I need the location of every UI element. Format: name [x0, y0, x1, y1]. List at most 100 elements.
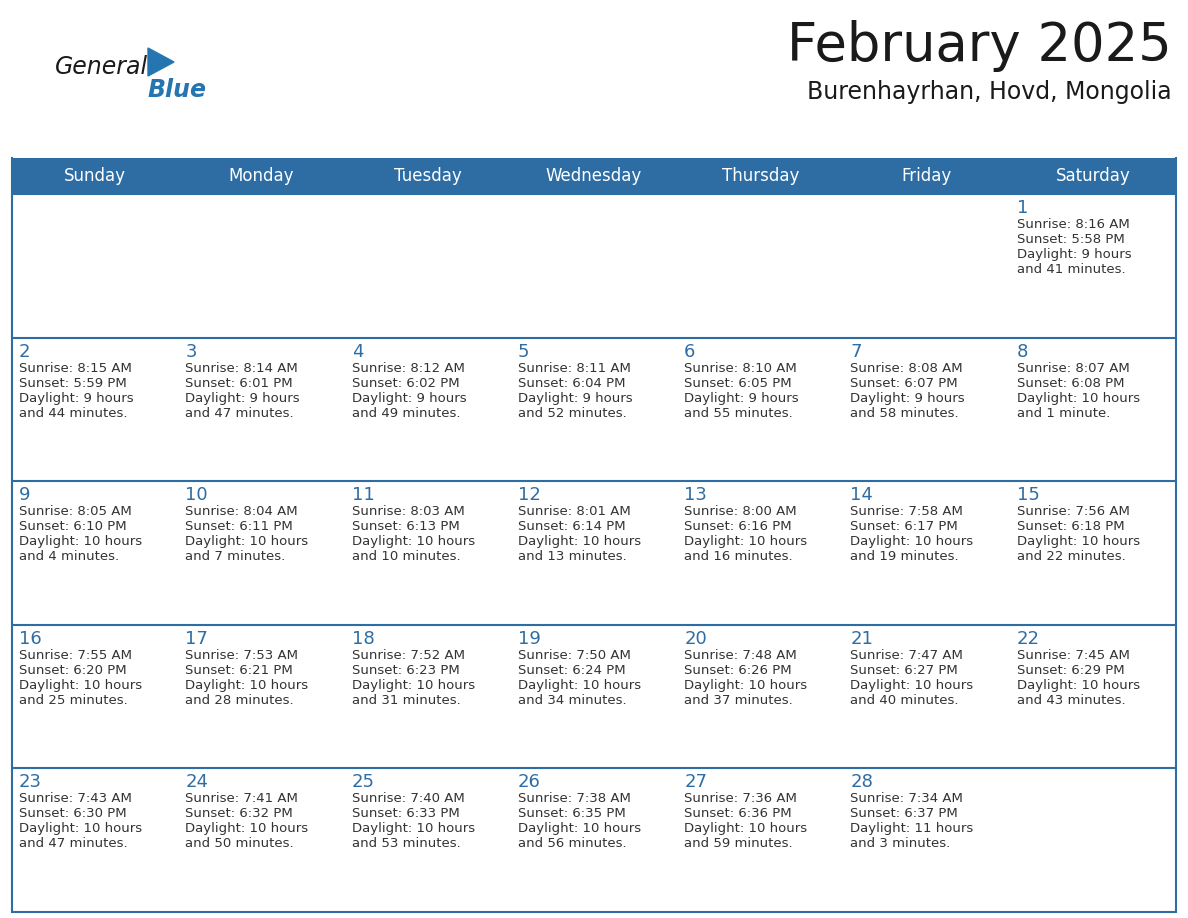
- Bar: [843, 338, 1010, 481]
- Text: 26: 26: [518, 773, 541, 791]
- Bar: [12, 625, 178, 768]
- Bar: [178, 768, 345, 912]
- Text: 3: 3: [185, 342, 197, 361]
- Text: and 40 minutes.: and 40 minutes.: [851, 694, 959, 707]
- Bar: [178, 194, 345, 338]
- Text: and 59 minutes.: and 59 minutes.: [684, 837, 792, 850]
- Text: Daylight: 10 hours: Daylight: 10 hours: [19, 823, 143, 835]
- Bar: [12, 158, 1176, 194]
- Text: 1: 1: [1017, 199, 1028, 217]
- Text: Daylight: 9 hours: Daylight: 9 hours: [684, 392, 798, 405]
- Text: and 7 minutes.: and 7 minutes.: [185, 550, 285, 564]
- Text: Sunset: 5:58 PM: Sunset: 5:58 PM: [1017, 233, 1125, 246]
- Text: and 55 minutes.: and 55 minutes.: [684, 407, 792, 420]
- Text: Sunset: 6:24 PM: Sunset: 6:24 PM: [518, 664, 626, 677]
- Text: and 49 minutes.: and 49 minutes.: [352, 407, 460, 420]
- Text: 2: 2: [19, 342, 31, 361]
- Text: Sunset: 6:37 PM: Sunset: 6:37 PM: [851, 808, 959, 821]
- Text: Sunset: 6:07 PM: Sunset: 6:07 PM: [851, 376, 958, 389]
- Text: Sunrise: 8:15 AM: Sunrise: 8:15 AM: [19, 362, 132, 375]
- Bar: [345, 625, 511, 768]
- Text: and 22 minutes.: and 22 minutes.: [1017, 550, 1125, 564]
- Text: 8: 8: [1017, 342, 1028, 361]
- Bar: [1010, 625, 1176, 768]
- Bar: [511, 481, 677, 625]
- Text: Wednesday: Wednesday: [545, 167, 643, 185]
- Text: Daylight: 10 hours: Daylight: 10 hours: [851, 678, 973, 692]
- Text: Daylight: 10 hours: Daylight: 10 hours: [352, 535, 475, 548]
- Text: Daylight: 10 hours: Daylight: 10 hours: [185, 535, 309, 548]
- Text: and 47 minutes.: and 47 minutes.: [19, 837, 127, 850]
- Text: and 10 minutes.: and 10 minutes.: [352, 550, 460, 564]
- Text: 4: 4: [352, 342, 364, 361]
- Text: 23: 23: [19, 773, 42, 791]
- Text: Sunset: 6:08 PM: Sunset: 6:08 PM: [1017, 376, 1124, 389]
- Text: and 37 minutes.: and 37 minutes.: [684, 694, 792, 707]
- Bar: [843, 625, 1010, 768]
- Bar: [677, 338, 843, 481]
- Text: Sunset: 6:11 PM: Sunset: 6:11 PM: [185, 521, 293, 533]
- Text: Sunday: Sunday: [64, 167, 126, 185]
- Text: Daylight: 10 hours: Daylight: 10 hours: [19, 535, 143, 548]
- Bar: [345, 194, 511, 338]
- Text: 7: 7: [851, 342, 862, 361]
- Text: Sunset: 6:33 PM: Sunset: 6:33 PM: [352, 808, 460, 821]
- Text: Saturday: Saturday: [1055, 167, 1130, 185]
- Text: Sunset: 6:16 PM: Sunset: 6:16 PM: [684, 521, 791, 533]
- Text: 25: 25: [352, 773, 374, 791]
- Text: Sunrise: 8:10 AM: Sunrise: 8:10 AM: [684, 362, 797, 375]
- Text: Sunset: 6:13 PM: Sunset: 6:13 PM: [352, 521, 460, 533]
- Text: Sunset: 6:10 PM: Sunset: 6:10 PM: [19, 521, 127, 533]
- Text: and 4 minutes.: and 4 minutes.: [19, 550, 119, 564]
- Text: and 52 minutes.: and 52 minutes.: [518, 407, 626, 420]
- Text: 22: 22: [1017, 630, 1040, 648]
- Text: Sunrise: 7:36 AM: Sunrise: 7:36 AM: [684, 792, 797, 805]
- Text: Sunset: 6:21 PM: Sunset: 6:21 PM: [185, 664, 293, 677]
- Bar: [511, 625, 677, 768]
- Text: Sunrise: 8:04 AM: Sunrise: 8:04 AM: [185, 505, 298, 518]
- Text: Daylight: 10 hours: Daylight: 10 hours: [185, 678, 309, 692]
- Text: Sunrise: 8:12 AM: Sunrise: 8:12 AM: [352, 362, 465, 375]
- Text: Daylight: 11 hours: Daylight: 11 hours: [851, 823, 974, 835]
- Text: Thursday: Thursday: [721, 167, 800, 185]
- Text: Sunrise: 7:41 AM: Sunrise: 7:41 AM: [185, 792, 298, 805]
- Text: Sunset: 6:17 PM: Sunset: 6:17 PM: [851, 521, 959, 533]
- Bar: [843, 481, 1010, 625]
- Text: Sunrise: 8:16 AM: Sunrise: 8:16 AM: [1017, 218, 1130, 231]
- Text: Sunset: 6:26 PM: Sunset: 6:26 PM: [684, 664, 791, 677]
- Text: 27: 27: [684, 773, 707, 791]
- Text: Sunrise: 7:52 AM: Sunrise: 7:52 AM: [352, 649, 465, 662]
- Bar: [12, 338, 178, 481]
- Text: Sunset: 6:36 PM: Sunset: 6:36 PM: [684, 808, 791, 821]
- Text: and 47 minutes.: and 47 minutes.: [185, 407, 293, 420]
- Text: Sunset: 6:04 PM: Sunset: 6:04 PM: [518, 376, 625, 389]
- Text: 21: 21: [851, 630, 873, 648]
- Bar: [511, 194, 677, 338]
- Text: Daylight: 9 hours: Daylight: 9 hours: [851, 392, 965, 405]
- Text: Daylight: 10 hours: Daylight: 10 hours: [352, 823, 475, 835]
- Text: and 28 minutes.: and 28 minutes.: [185, 694, 293, 707]
- Text: and 25 minutes.: and 25 minutes.: [19, 694, 128, 707]
- Text: Sunrise: 7:55 AM: Sunrise: 7:55 AM: [19, 649, 132, 662]
- Text: Sunset: 6:30 PM: Sunset: 6:30 PM: [19, 808, 127, 821]
- Bar: [677, 194, 843, 338]
- Text: Sunrise: 8:08 AM: Sunrise: 8:08 AM: [851, 362, 963, 375]
- Bar: [1010, 194, 1176, 338]
- Text: Sunrise: 7:58 AM: Sunrise: 7:58 AM: [851, 505, 963, 518]
- Text: and 43 minutes.: and 43 minutes.: [1017, 694, 1125, 707]
- Text: 15: 15: [1017, 487, 1040, 504]
- Text: Burenhayrhan, Hovd, Mongolia: Burenhayrhan, Hovd, Mongolia: [808, 80, 1173, 104]
- Text: Sunrise: 8:14 AM: Sunrise: 8:14 AM: [185, 362, 298, 375]
- Text: Sunrise: 8:07 AM: Sunrise: 8:07 AM: [1017, 362, 1130, 375]
- Text: Sunrise: 8:01 AM: Sunrise: 8:01 AM: [518, 505, 631, 518]
- Text: Sunrise: 7:50 AM: Sunrise: 7:50 AM: [518, 649, 631, 662]
- Text: 9: 9: [19, 487, 31, 504]
- Text: and 41 minutes.: and 41 minutes.: [1017, 263, 1125, 276]
- Text: Sunset: 6:27 PM: Sunset: 6:27 PM: [851, 664, 959, 677]
- Text: Daylight: 10 hours: Daylight: 10 hours: [1017, 392, 1139, 405]
- Text: 18: 18: [352, 630, 374, 648]
- Text: 13: 13: [684, 487, 707, 504]
- Text: 14: 14: [851, 487, 873, 504]
- Text: Daylight: 9 hours: Daylight: 9 hours: [1017, 248, 1131, 261]
- Text: Daylight: 10 hours: Daylight: 10 hours: [1017, 678, 1139, 692]
